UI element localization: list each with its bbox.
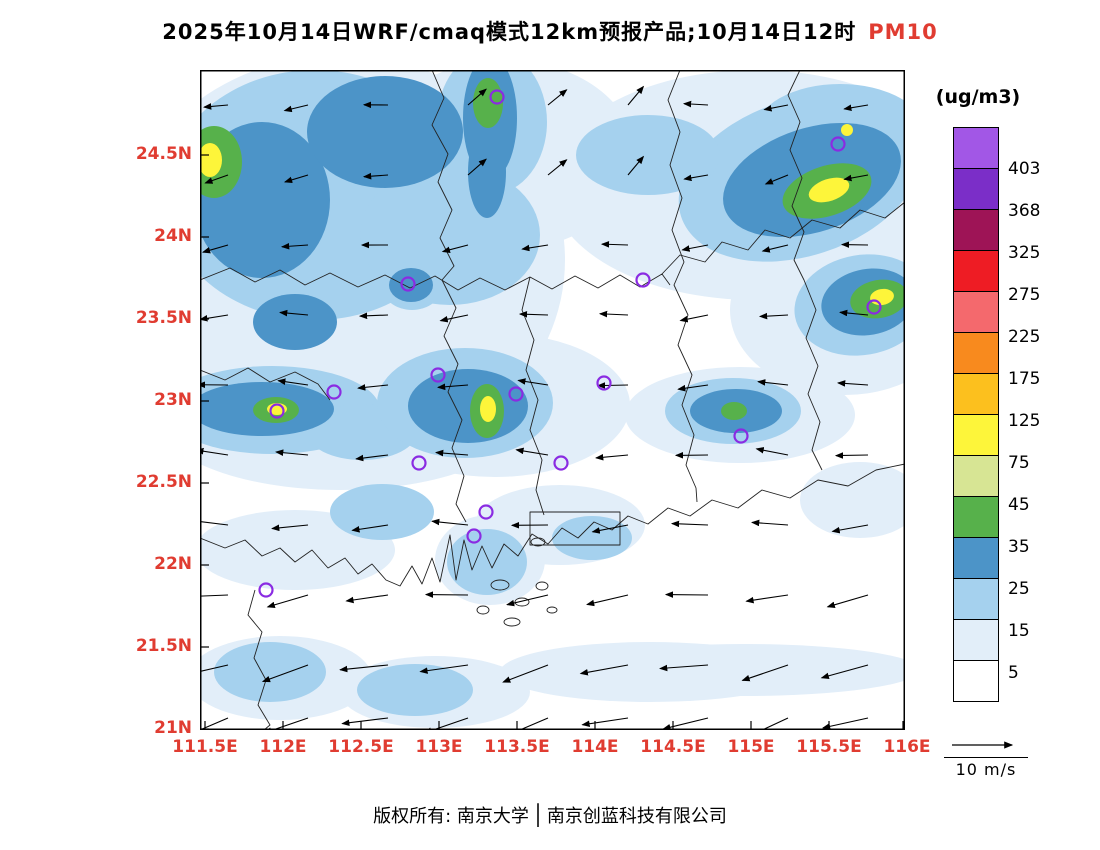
copyright: 版权所有: 南京大学 │ 南京创蓝科技有限公司 bbox=[0, 802, 1100, 828]
station-markers bbox=[258, 89, 882, 598]
lon-tick-label: 115E bbox=[727, 737, 775, 757]
colorbar-level-label: 45 bbox=[1008, 495, 1030, 515]
lon-tick-label: 114E bbox=[571, 737, 619, 757]
colorbar-level-label: 175 bbox=[1008, 369, 1041, 389]
lon-tick-label: 113.5E bbox=[484, 737, 550, 757]
lat-tick-label: 22.5N bbox=[135, 472, 192, 492]
colorbar bbox=[953, 127, 999, 702]
colorbar-segment bbox=[953, 332, 999, 374]
lon-tick-label: 112.5E bbox=[328, 737, 394, 757]
copyright-company: 南京创蓝科技有限公司 bbox=[546, 806, 727, 827]
page-title: 2025年10月14日WRF/cmaq模式12km预报产品;10月14日12时 P… bbox=[0, 16, 1100, 46]
colorbar-segment bbox=[953, 537, 999, 579]
lat-tick-label: 23N bbox=[154, 390, 192, 410]
colorbar-segment bbox=[953, 578, 999, 620]
contour-fill-75-125 bbox=[200, 124, 894, 422]
colorbar-level-label: 5 bbox=[1008, 663, 1019, 683]
lat-tick-label: 21.5N bbox=[135, 636, 192, 656]
wind-vectors bbox=[200, 85, 869, 730]
lat-tick-label: 23.5N bbox=[135, 308, 192, 328]
colorbar-segment bbox=[953, 209, 999, 251]
colorbar-level-label: 275 bbox=[1008, 285, 1041, 305]
contour-map bbox=[200, 70, 905, 730]
colorbar-level-label: 325 bbox=[1008, 243, 1041, 263]
colorbar-level-label: 25 bbox=[1008, 579, 1030, 599]
colorbar-level-label: 403 bbox=[1008, 159, 1041, 179]
lon-tick-label: 112E bbox=[259, 737, 307, 757]
title-main: 2025年10月14日WRF/cmaq模式12km预报产品;10月14日12时 bbox=[162, 20, 857, 44]
colorbar-segment bbox=[953, 127, 999, 169]
colorbar-level-label: 75 bbox=[1008, 453, 1030, 473]
wind-scale: 10 m/s bbox=[944, 736, 1028, 779]
colorbar-level-label: 35 bbox=[1008, 537, 1030, 557]
lat-tick-label: 24N bbox=[154, 226, 192, 246]
wind-scale-arrow bbox=[952, 741, 1014, 749]
colorbar-level-label: 368 bbox=[1008, 201, 1041, 221]
lon-tick-label: 114.5E bbox=[640, 737, 706, 757]
lon-tick-label: 111.5E bbox=[172, 737, 238, 757]
colorbar-segment bbox=[953, 660, 999, 702]
colorbar-unit-label: (ug/m3) bbox=[935, 86, 1021, 108]
lat-tick-label: 24.5N bbox=[135, 144, 192, 164]
colorbar-segment bbox=[953, 619, 999, 661]
colorbar-level-label: 125 bbox=[1008, 411, 1041, 431]
map-canvas bbox=[200, 70, 905, 730]
copyright-separator: │ bbox=[531, 803, 544, 827]
wind-scale-label: 10 m/s bbox=[944, 757, 1028, 779]
lat-tick-label: 21N bbox=[154, 718, 192, 738]
colorbar-segment bbox=[953, 414, 999, 456]
lon-tick-label: 115.5E bbox=[796, 737, 862, 757]
colorbar-level-label: 15 bbox=[1008, 621, 1030, 641]
colorbar-segment bbox=[953, 168, 999, 210]
colorbar-segment bbox=[953, 496, 999, 538]
copyright-owner: 版权所有: 南京大学 bbox=[373, 806, 529, 827]
colorbar-segment bbox=[953, 291, 999, 333]
colorbar-segment bbox=[953, 373, 999, 415]
nested-domain-box bbox=[529, 511, 621, 546]
lat-tick-label: 22N bbox=[154, 554, 192, 574]
lon-tick-label: 116E bbox=[883, 737, 931, 757]
colorbar-segment bbox=[953, 455, 999, 497]
map-borders bbox=[200, 70, 905, 730]
colorbar-segment bbox=[953, 250, 999, 292]
lon-tick-label: 113E bbox=[415, 737, 463, 757]
colorbar-level-label: 225 bbox=[1008, 327, 1041, 347]
map-frame bbox=[200, 70, 905, 730]
title-pollutant: PM10 bbox=[868, 20, 938, 44]
